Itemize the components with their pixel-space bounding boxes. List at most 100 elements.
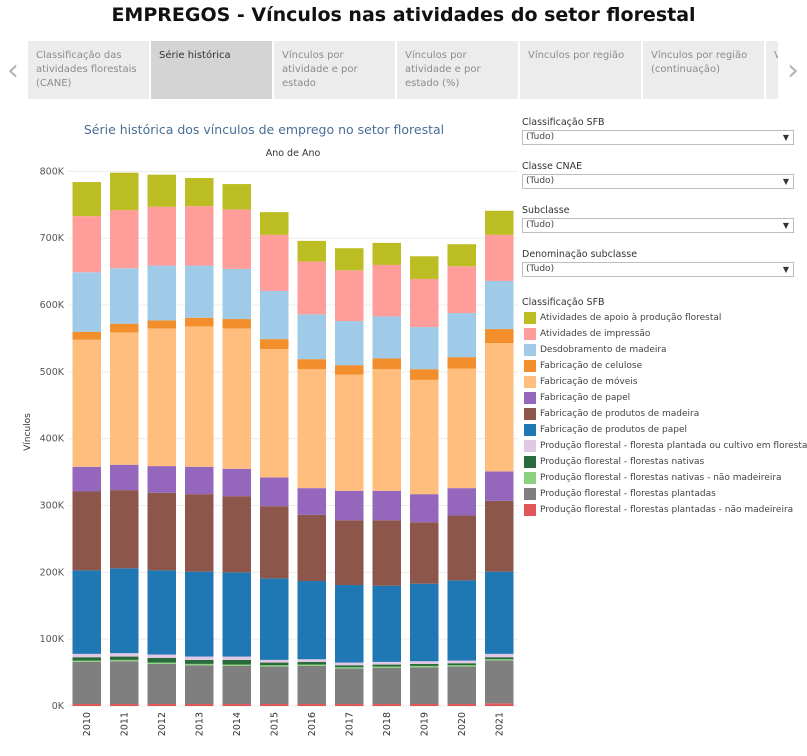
bar-segment (410, 661, 439, 664)
bar-segment (110, 656, 139, 660)
legend-item[interactable]: Produção florestal - florestas nativas (522, 454, 802, 470)
tab-3[interactable]: Vínculos por atividade e por estado (%) (397, 41, 518, 99)
bar-segment (222, 268, 251, 320)
legend-item[interactable]: Fabricação de móveis (522, 374, 802, 390)
dropdown-arrow-icon: ▼ (782, 133, 789, 142)
bar-segment (147, 657, 176, 663)
y-tick-label: 600K (40, 300, 65, 311)
bar-segment (185, 326, 214, 467)
story-tabs: Classificação das atividades florestais … (28, 41, 778, 99)
legend-swatch (524, 504, 536, 516)
bar-segment (447, 357, 476, 369)
bar-segment (447, 488, 476, 516)
bar-segment (335, 520, 364, 586)
legend-item[interactable]: Atividades de apoio à produção florestal (522, 310, 802, 326)
bar-segment (260, 477, 289, 507)
bar-segment (185, 659, 214, 664)
legend-item[interactable]: Produção florestal - florestas plantadas… (522, 502, 802, 518)
bar-segment (297, 659, 326, 662)
tab-4[interactable]: Vínculos por região (520, 41, 641, 99)
filter-value: (Tudo) (526, 176, 555, 186)
bar-segment (372, 664, 401, 667)
legend-item[interactable]: Fabricação de produtos de papel (522, 422, 802, 438)
legend-label: Fabricação de móveis (540, 377, 638, 387)
legend-items: Atividades de apoio à produção florestal… (522, 310, 807, 518)
legend-label: Produção florestal - florestas nativas -… (540, 473, 782, 483)
x-tick-label: 2018 (382, 712, 393, 736)
legend-label: Produção florestal - florestas plantadas (540, 489, 716, 499)
tab-2[interactable]: Vínculos por atividade e por estado (274, 41, 395, 99)
bar-segment (297, 359, 326, 370)
bar-segment (72, 331, 101, 340)
bar-segment (185, 206, 214, 266)
legend-swatch (524, 488, 536, 500)
bar-segment (72, 491, 101, 571)
y-tick-label: 700K (40, 233, 65, 244)
stacked-bar-chart: Ano de Ano 0K 100K 200K 300K 400K 500K 600K 700K… (23, 148, 518, 736)
filter-3: Denominação subclasse (Tudo) ▼ (522, 248, 794, 277)
bar-segment (185, 663, 214, 666)
previous-arrow-icon[interactable]: ‹ (7, 52, 19, 88)
next-arrow-icon[interactable]: › (787, 52, 799, 88)
bar-segment (335, 270, 364, 322)
x-tick-label: 2015 (269, 712, 280, 736)
legend-label: Produção florestal - florestas nativas (540, 457, 705, 467)
legend-swatch (524, 440, 536, 452)
bar-segment (110, 268, 139, 324)
bar-segment (335, 490, 364, 521)
bar-segment (372, 316, 401, 359)
filter-label: Subclasse (522, 205, 570, 216)
legend-item[interactable]: Fabricação de celulose (522, 358, 802, 374)
bar-segment (110, 653, 139, 657)
bar-segment (260, 339, 289, 350)
filter-panel: Classificação SFB (Tudo) ▼ Classe CNAE (Tudo… (522, 116, 794, 292)
bar-segment (260, 234, 289, 291)
bar-segment (485, 210, 514, 235)
legend-item[interactable]: Atividades de impressão (522, 326, 802, 342)
bar-segment (485, 571, 514, 654)
bar-segment (222, 664, 251, 666)
tab-1[interactable]: Série histórica (151, 41, 272, 99)
bar-segment (222, 703, 251, 706)
bar-segment (185, 571, 214, 657)
bar-segment (222, 468, 251, 497)
legend-swatch (524, 424, 536, 436)
bar-segment (485, 280, 514, 330)
bar-segment (147, 320, 176, 329)
legend-item[interactable]: Produção florestal - floresta plantada o… (522, 438, 807, 454)
tab-5[interactable]: Vínculos por região (continuação) (643, 41, 764, 99)
bar-segment (335, 248, 364, 271)
bar-segment (372, 703, 401, 706)
filter-1: Classe CNAE (Tudo) ▼ (522, 160, 794, 189)
legend-swatch (524, 344, 536, 356)
bar-segment (447, 665, 476, 667)
bar-segment (297, 514, 326, 582)
bar-segment (335, 585, 364, 663)
x-tick-label: 2019 (419, 712, 430, 736)
bar-segment (485, 659, 514, 661)
bar-segment (110, 490, 139, 569)
bar-segment (410, 663, 439, 666)
legend-item[interactable]: Desdobramento de madeira (522, 342, 802, 358)
bar-segment (260, 662, 289, 666)
tab-6[interactable]: Vín (766, 41, 778, 99)
bar-segment (447, 244, 476, 267)
bar-segment (485, 471, 514, 501)
bar-segment (222, 319, 251, 329)
x-tick-label: 2010 (82, 712, 93, 736)
legend-item[interactable]: Produção florestal - florestas plantadas (522, 486, 802, 502)
bar-segment (485, 329, 514, 344)
legend-item[interactable]: Fabricação de produtos de madeira (522, 406, 802, 422)
legend-label: Fabricação de produtos de madeira (540, 409, 700, 419)
filter-dropdown[interactable]: (Tudo) ▼ (522, 262, 794, 277)
bar-segment (72, 570, 101, 654)
legend-item[interactable]: Fabricação de papel (522, 390, 802, 406)
tab-0[interactable]: Classificação das atividades florestais … (28, 41, 149, 99)
legend-swatch (524, 376, 536, 388)
dropdown-arrow-icon: ▼ (782, 221, 789, 230)
legend-item[interactable]: Produção florestal - florestas nativas -… (522, 470, 802, 486)
filter-dropdown[interactable]: (Tudo) ▼ (522, 174, 794, 189)
filter-dropdown[interactable]: (Tudo) ▼ (522, 130, 794, 145)
bar-segment (297, 240, 326, 262)
filter-dropdown[interactable]: (Tudo) ▼ (522, 218, 794, 233)
